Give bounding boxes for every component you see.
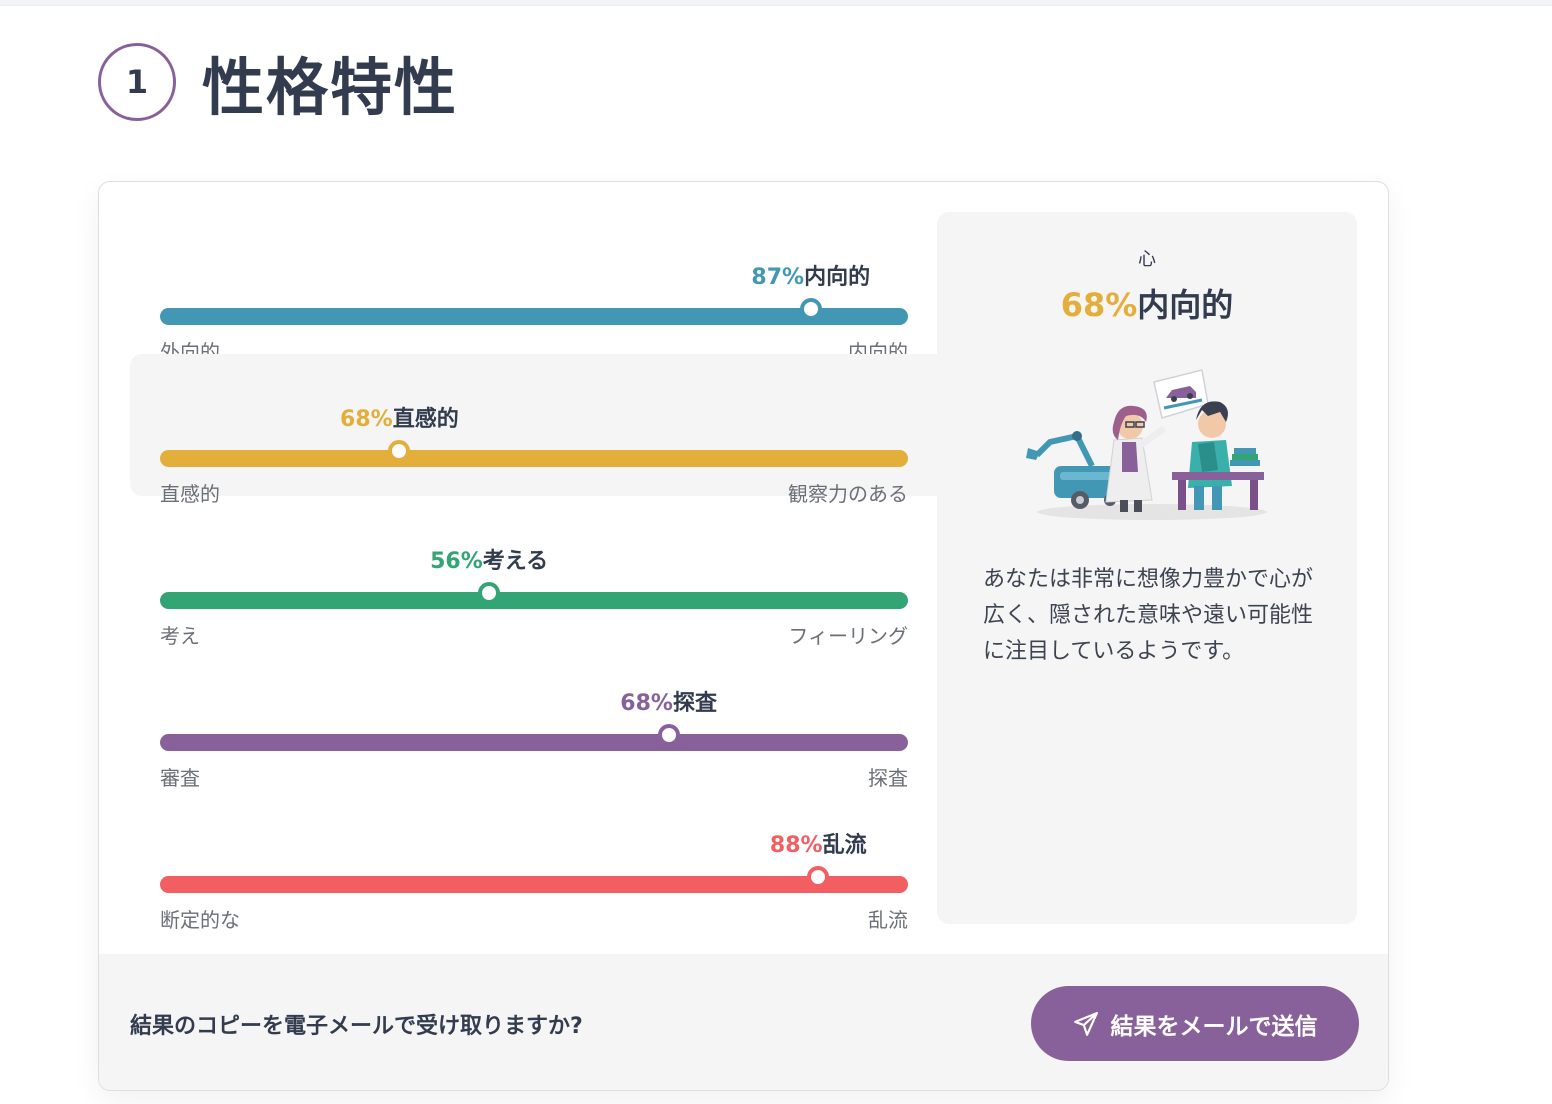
trait-knob[interactable] <box>657 724 680 746</box>
trait-knob[interactable] <box>388 440 411 462</box>
trait-result: 考える <box>482 549 549 574</box>
panel-description: あなたは非常に想像力豊かで心が広く、隠された意味や遠い可能性に注目しているようで… <box>983 567 1314 664</box>
scientists-illustration <box>1026 369 1267 520</box>
trait-result: 内向的 <box>804 265 871 290</box>
trait-percent: 88% <box>769 833 823 858</box>
trait-bar <box>160 308 908 325</box>
trait-result: 探査 <box>672 691 717 716</box>
trait-bar <box>160 450 908 467</box>
trait-bar <box>160 876 908 893</box>
trait-result: 乱流 <box>822 833 867 858</box>
trait-percent: 68% <box>620 691 673 716</box>
personality-traits-card: 87%内向的 外向的 内向的 68%直感的 直感的 観察力のある 56%考える … <box>98 181 1389 1091</box>
top-strip <box>0 0 1552 6</box>
section-title: 性格特性 <box>202 51 459 124</box>
trait-knob[interactable] <box>478 582 501 604</box>
panel-title: 68%内向的 <box>937 280 1357 326</box>
trait-bar <box>160 592 908 609</box>
trait-left-pole: 考え <box>160 624 200 648</box>
trait-knob[interactable] <box>799 298 822 320</box>
trait-row-tactics[interactable]: 68%探査 審査 探査 <box>130 638 938 790</box>
trait-result-label: 56%考える <box>430 543 548 575</box>
trait-result-label: 68%探査 <box>620 685 717 717</box>
trait-right-pole: 探査 <box>868 766 908 790</box>
trait-knob[interactable] <box>807 866 830 888</box>
email-results-question: 結果のコピーを電子メールで受け取りますか? <box>130 1014 583 1039</box>
panel-percent: 68% <box>1060 286 1138 324</box>
trait-left-pole: 審査 <box>160 766 200 790</box>
trait-detail-panel: 心 68%内向的 <box>937 212 1357 924</box>
trait-row-energy[interactable]: 87%内向的 外向的 内向的 <box>130 212 938 364</box>
trait-left-pole: 直感的 <box>160 482 220 506</box>
trait-row-identity[interactable]: 88%乱流 断定的な 乱流 <box>130 780 938 932</box>
trait-right-pole: 観察力のある <box>788 482 908 506</box>
email-results-footer: 結果のコピーを電子メールで受け取りますか? 結果をメールで送信 <box>99 954 1388 1090</box>
email-results-button[interactable]: 結果をメールで送信 <box>1031 986 1359 1061</box>
trait-row-nature[interactable]: 56%考える 考え フィーリング <box>130 496 938 648</box>
panel-category: 心 <box>1138 249 1156 270</box>
trait-result-label: 87%内向的 <box>751 259 870 291</box>
panel-result: 内向的 <box>1137 286 1234 324</box>
trait-result: 直感的 <box>392 407 459 432</box>
trait-result-label: 88%乱流 <box>770 827 867 859</box>
trait-right-pole: フィーリング <box>788 624 908 648</box>
trait-left-pole: 断定的な <box>160 908 240 932</box>
step-number-badge: 1 <box>98 43 176 121</box>
paper-plane-icon <box>1073 1011 1098 1036</box>
trait-result-label: 68%直感的 <box>340 401 459 433</box>
trait-percent: 56% <box>430 549 483 574</box>
trait-right-pole: 乱流 <box>868 908 908 932</box>
trait-bar <box>160 734 908 751</box>
trait-percent: 87% <box>751 265 805 290</box>
email-results-button-label: 結果をメールで送信 <box>1110 1013 1318 1040</box>
trait-percent: 68% <box>340 407 393 432</box>
section-header: 1 性格特性 <box>98 42 458 124</box>
trait-row-mind[interactable]: 68%直感的 直感的 観察力のある <box>130 354 938 506</box>
